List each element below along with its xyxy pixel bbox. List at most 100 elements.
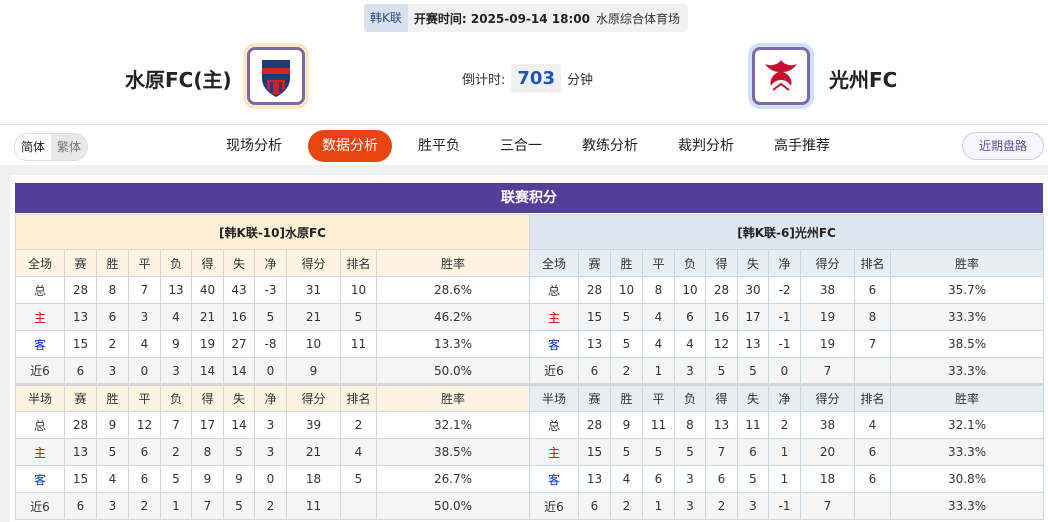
- column-header: 半场: [15, 383, 65, 412]
- column-header: 排名: [340, 249, 377, 277]
- table-row: 总 28 10 8 10 28 30 -2 38 6 35.7%: [529, 276, 1045, 304]
- away-team-name[interactable]: 光州FC: [829, 68, 898, 92]
- column-header: 平: [128, 383, 161, 412]
- table-row: 主 15 5 4 6 16 17 -1 19 8 33.3%: [529, 303, 1045, 331]
- cell: 17: [737, 303, 769, 331]
- cell: 2: [705, 492, 738, 520]
- tab-5[interactable]: 裁判分析: [678, 138, 734, 154]
- cell: 0: [768, 357, 801, 385]
- cell: 11: [286, 492, 341, 520]
- cell: 2: [340, 411, 377, 439]
- lang-simplified[interactable]: 简体: [15, 134, 52, 160]
- cell: 6: [705, 465, 738, 493]
- venue: 水原综合体育场: [596, 11, 681, 26]
- cell: 6: [96, 303, 129, 331]
- cell: 1: [768, 465, 801, 493]
- cell: 30: [737, 276, 769, 304]
- cell: 26.7%: [375, 465, 531, 493]
- cell: 5: [705, 357, 738, 385]
- column-header: 胜率: [889, 249, 1045, 277]
- row-label: 客: [529, 465, 579, 493]
- cell: 13.3%: [375, 330, 531, 358]
- match-info-bar: 韩K联 开赛时间: 2025-09-14 18:00 水原综合体育场: [364, 4, 689, 32]
- cell: -1: [768, 492, 801, 520]
- column-header: 得: [191, 383, 224, 412]
- cell: 6: [642, 465, 675, 493]
- cell: 4: [128, 330, 161, 358]
- row-label: 近6: [529, 357, 579, 385]
- cell: -1: [768, 330, 801, 358]
- column-header: 得分: [286, 383, 341, 412]
- tab-3[interactable]: 三合一: [500, 138, 542, 154]
- tab-0[interactable]: 现场分析: [226, 138, 282, 154]
- cell: 4: [340, 438, 377, 466]
- cell: 1: [642, 357, 675, 385]
- row-label: 主: [15, 303, 65, 331]
- column-header: 得分: [800, 383, 855, 412]
- cell: 5: [223, 438, 255, 466]
- cell: 5: [737, 465, 769, 493]
- recent-handicap-button[interactable]: 近期盘路: [962, 132, 1044, 160]
- cell: 5: [254, 303, 287, 331]
- cell: 13: [705, 411, 738, 439]
- cell: 33.3%: [889, 492, 1045, 520]
- suwon-crest-icon: [262, 60, 290, 97]
- column-header: 平: [642, 383, 675, 412]
- tab-6[interactable]: 高手推荐: [774, 138, 830, 154]
- cell: 10: [610, 276, 643, 304]
- home-team-logo[interactable]: [243, 43, 309, 109]
- cell: 4: [610, 465, 643, 493]
- column-header: 失: [223, 383, 255, 412]
- cell: 5: [642, 438, 675, 466]
- cell: 11: [340, 330, 377, 358]
- column-header: 胜: [96, 383, 129, 412]
- cell: 46.2%: [375, 303, 531, 331]
- cell: 2: [254, 492, 287, 520]
- cell: 3: [674, 465, 706, 493]
- away-team-logo[interactable]: [748, 43, 814, 109]
- cell: 7: [191, 492, 224, 520]
- column-header: 胜率: [375, 383, 531, 412]
- cell: 19: [191, 330, 224, 358]
- table-row: 总 28 9 12 7 17 14 3 39 2 32.1%: [15, 411, 531, 439]
- row-label: 主: [529, 303, 579, 331]
- column-header: 净: [768, 383, 801, 412]
- cell: 9: [160, 330, 192, 358]
- language-toggle: 简体 繁体: [14, 133, 89, 161]
- cell: 6: [578, 492, 611, 520]
- cell: 8: [642, 276, 675, 304]
- tab-4[interactable]: 教练分析: [582, 138, 638, 154]
- league-badge[interactable]: 韩K联: [364, 4, 408, 32]
- column-header: 胜率: [889, 383, 1045, 412]
- column-header: 净: [254, 249, 287, 277]
- cell: 5: [340, 465, 377, 493]
- home-team-name[interactable]: 水原FC(主): [125, 68, 232, 92]
- column-header: 失: [737, 249, 769, 277]
- cell: 19: [800, 303, 855, 331]
- cell: 7: [705, 438, 738, 466]
- column-header: 平: [128, 249, 161, 277]
- cell: 12: [705, 330, 738, 358]
- cell: [854, 357, 891, 385]
- cell: 39: [286, 411, 341, 439]
- full-header-row: 全场赛胜平负得失净得分 排名 胜率: [529, 249, 1045, 277]
- lang-traditional[interactable]: 繁体: [51, 134, 88, 160]
- tab-2[interactable]: 胜平负: [418, 138, 460, 154]
- cell: 21: [286, 438, 341, 466]
- cell: 15: [578, 438, 611, 466]
- cell: 50.0%: [375, 492, 531, 520]
- cell: 7: [128, 276, 161, 304]
- cell: 19: [800, 330, 855, 358]
- cell: 5: [610, 330, 643, 358]
- countdown-unit: 分钟: [566, 73, 593, 88]
- table-row: 主 13 5 6 2 8 5 3 21 4 38.5%: [15, 438, 531, 466]
- cell: 33.3%: [889, 357, 1045, 385]
- cell: 31: [286, 276, 341, 304]
- tab-1[interactable]: 数据分析: [308, 130, 392, 162]
- cell: 1: [160, 492, 192, 520]
- team-rank-header: [韩K联-6]光州FC: [528, 214, 1045, 250]
- cell: 28: [64, 276, 97, 304]
- column-header: 净: [254, 383, 287, 412]
- cell: 3: [254, 438, 287, 466]
- cell: [340, 492, 377, 520]
